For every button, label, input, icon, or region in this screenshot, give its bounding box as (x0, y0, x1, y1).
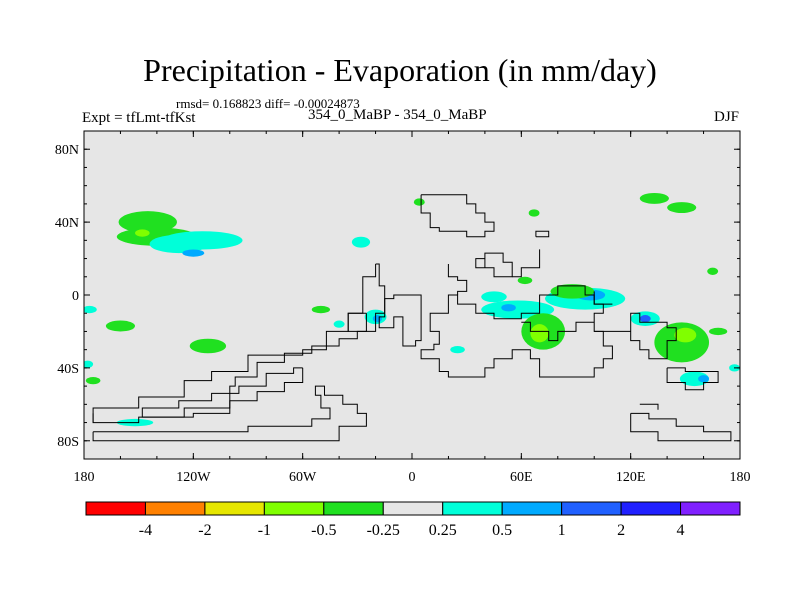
contour-blob-31 (698, 375, 710, 383)
case-label: 354_0_MaBP - 354_0_MaBP (308, 107, 487, 123)
contour-blob-25 (550, 284, 595, 299)
colorbar-label-6: 0.5 (492, 522, 512, 539)
contour-blob-5 (182, 249, 205, 257)
land-outlines (92, 194, 732, 442)
contour-blob-20 (501, 304, 516, 312)
colorbar-swatch-8 (561, 501, 622, 516)
y-tick-label-1: 40N (55, 216, 79, 231)
precip-contours (84, 192, 740, 427)
colorbar-swatch-5 (382, 501, 444, 516)
colorbar-label-0: -4 (139, 522, 152, 539)
coastline-5 (378, 294, 422, 347)
x-tick-label-0: 180 (74, 470, 95, 485)
colorbar-swatch-7 (501, 501, 563, 516)
coastline-12 (666, 367, 719, 391)
colorbar-label-7: 1 (558, 522, 566, 539)
x-axis: 180 120W 60W 0 60E 120E 180 (74, 131, 751, 485)
contour-blob-34 (528, 209, 540, 217)
contour-blob-15 (372, 315, 382, 323)
coastline-17 (593, 291, 613, 305)
contour-blob-38 (707, 267, 719, 275)
colorbar-swatch-3 (263, 501, 325, 516)
coastline-4 (347, 312, 367, 332)
contour-blob-7 (189, 338, 227, 354)
x-tick-label-6: 180 (730, 470, 751, 485)
contour-blob-12 (351, 236, 371, 248)
colorbar-label-1: -2 (198, 522, 211, 539)
colorbar-label-9: 4 (677, 522, 685, 539)
colorbar-swatch-4 (323, 501, 384, 516)
contour-blob-0 (118, 211, 177, 234)
contour-blob-16 (333, 320, 345, 328)
colorbar-swatch-9 (620, 501, 682, 516)
season-label: DJF (713, 109, 739, 125)
contour-blob-33 (667, 202, 697, 214)
contour-blob-22 (530, 324, 549, 343)
y-tick-label-4: 80S (57, 435, 79, 450)
y-axis: 80N 40N 0 40S 80S (55, 143, 740, 450)
colorbar-swatch-1 (144, 501, 206, 516)
stats-label: rmsd= 0.168823 diff= -0.00024873 (176, 96, 360, 111)
coastline-1 (141, 367, 304, 418)
contour-blob-6 (105, 320, 136, 332)
colorbar-swatch-10 (680, 501, 741, 516)
colorbar-swatch-2 (204, 501, 265, 516)
coastline-13 (630, 412, 732, 442)
x-tick-label-3: 0 (409, 470, 416, 485)
contour-blob-18 (481, 291, 507, 303)
chart-title: Precipitation - Evaporation (in mm/day) (143, 52, 657, 88)
coastline-15 (512, 249, 541, 278)
contour-blob-36 (450, 346, 465, 354)
colorbar-label-4: -0.25 (367, 522, 400, 539)
contour-blob-2 (135, 229, 150, 237)
coastline-16 (535, 230, 550, 238)
contour-blob-29 (674, 327, 697, 343)
coastline-7 (420, 194, 495, 238)
colorbar-label-3: -0.5 (311, 522, 336, 539)
contour-blob-17 (413, 198, 425, 206)
colorbar-swatch-6 (442, 501, 503, 516)
colorbar-label-5: 0.25 (429, 522, 457, 539)
x-tick-label-4: 60E (510, 470, 533, 485)
colorbar: -4 -2 -1 -0.5 -0.25 0.25 0.5 1 2 4 (85, 501, 741, 539)
coastline-6 (420, 285, 613, 378)
x-tick-label-1: 120W (176, 470, 211, 485)
colorbar-swatch-0 (85, 501, 146, 516)
contour-blob-13 (311, 305, 330, 314)
contour-blob-10 (84, 360, 94, 368)
x-tick-label-2: 60W (289, 470, 317, 485)
contour-blob-19 (481, 300, 555, 319)
y-tick-label-0: 80N (55, 143, 79, 158)
coastline-10 (521, 321, 595, 342)
contour-blob-35 (517, 276, 533, 285)
contour-blob-27 (639, 315, 651, 323)
experiment-label: Expt = tfLmt-tfKst (82, 110, 196, 126)
contour-blob-4 (162, 231, 243, 250)
coastline-9 (447, 264, 468, 295)
colorbar-label-2: -1 (258, 522, 271, 539)
x-tick-label-5: 120E (616, 470, 646, 485)
coastline-11 (594, 312, 677, 360)
contour-blob-37 (709, 327, 728, 336)
contour-blob-32 (639, 192, 669, 204)
coastline-14 (639, 403, 659, 410)
contour-blob-8 (85, 377, 101, 385)
coastline-2 (92, 385, 367, 442)
contour-blob-9 (84, 305, 97, 314)
y-tick-label-3: 40S (57, 362, 79, 377)
coastline-8 (475, 252, 513, 278)
colorbar-label-8: 2 (617, 522, 625, 539)
coastline-0 (92, 263, 386, 424)
y-tick-label-2: 0 (72, 289, 79, 304)
contour-blob-30 (679, 371, 710, 387)
